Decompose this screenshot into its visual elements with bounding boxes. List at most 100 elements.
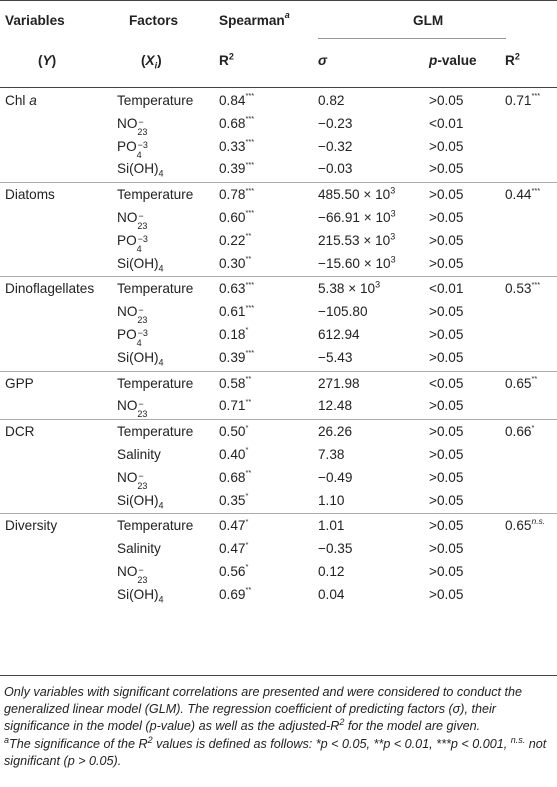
header-glm: GLM <box>413 13 444 28</box>
spearman-r2-value: 0.40* <box>219 445 249 462</box>
glm-r2-value: 0.66* <box>505 422 535 440</box>
factor-name: NO −23 <box>117 115 148 137</box>
header-factors: Factors <box>129 13 179 28</box>
factor-name: Si(OH)4 <box>117 492 164 511</box>
glm-r2-value: 0.71*** <box>505 91 541 108</box>
p-value: >0.05 <box>429 398 464 414</box>
header-y: (Y) <box>38 53 57 68</box>
p-value: >0.05 <box>429 564 464 579</box>
sigma-value: 485.50 × 103 <box>318 185 396 203</box>
variable-name: DCR <box>5 424 35 440</box>
factor-name: NO −23 <box>117 304 148 326</box>
p-value: >0.05 <box>429 161 464 177</box>
p-value: >0.05 <box>429 232 464 248</box>
sigma-value: −105.80 <box>318 304 368 320</box>
p-value: >0.05 <box>429 210 464 225</box>
spearman-r2-value: 0.68** <box>219 468 252 485</box>
factor-name: NO −23 <box>117 398 148 420</box>
spearman-r2-value: 0.68*** <box>219 114 255 131</box>
factor-name: NO −23 <box>117 469 148 491</box>
sigma-value: 0.82 <box>318 93 345 108</box>
p-value: <0.01 <box>429 115 464 131</box>
glm-r2-value: 0.53*** <box>505 279 541 297</box>
header-variables: Variables <box>5 13 65 28</box>
sigma-value: −15.60 × 103 <box>318 254 396 271</box>
p-value: >0.05 <box>429 447 464 462</box>
factor-name: Temperature <box>117 518 194 534</box>
footnote-line2: aThe significance of the R2 values is de… <box>4 734 547 768</box>
variable-name: Diatoms <box>5 187 55 203</box>
sigma-value: −0.23 <box>318 115 353 131</box>
group-divider <box>0 182 557 184</box>
sigma-value: 215.53 × 103 <box>318 231 396 248</box>
p-value: >0.05 <box>429 541 464 557</box>
p-value: >0.05 <box>429 518 464 534</box>
spearman-r2-value: 0.71** <box>219 396 252 414</box>
factor-name: NO −23 <box>117 210 148 231</box>
spearman-r2-value: 0.84*** <box>219 91 255 108</box>
sigma-value: −66.91 × 103 <box>318 208 396 225</box>
table-top-rule <box>0 0 557 1</box>
factor-name: Si(OH)4 <box>117 586 164 605</box>
sigma-value: 0.04 <box>318 586 345 602</box>
group-divider <box>0 370 557 372</box>
header-glm-r2: R2 <box>505 51 520 68</box>
sigma-value: 12.48 <box>318 398 353 414</box>
header-spearman-r2: R2 <box>219 51 234 68</box>
sigma-value: −0.32 <box>318 138 353 154</box>
p-value: >0.05 <box>429 187 464 203</box>
spearman-r2-value: 0.63*** <box>219 279 255 297</box>
factor-name: Salinity <box>117 541 161 557</box>
glm-r2-value: 0.65n.s. <box>505 515 546 534</box>
factor-name: Temperature <box>117 281 194 297</box>
header-bottom-rule <box>0 87 557 88</box>
sigma-value: 1.10 <box>318 492 345 508</box>
spearman-r2-value: 0.39*** <box>219 348 255 365</box>
p-value: >0.05 <box>429 349 464 365</box>
spearman-r2-value: 0.47* <box>219 516 249 534</box>
header-xi: (Xi) <box>141 53 162 71</box>
factor-name: Si(OH)4 <box>117 349 164 368</box>
sigma-value: 26.26 <box>318 424 353 440</box>
factor-name: NO −23 <box>117 564 148 585</box>
spearman-r2-value: 0.60*** <box>219 208 255 225</box>
spearman-r2-value: 0.58** <box>219 374 252 391</box>
sigma-value: 0.12 <box>318 564 345 579</box>
p-value: >0.05 <box>429 327 464 342</box>
table-bottom-rule <box>0 675 557 676</box>
p-value: <0.05 <box>429 375 464 391</box>
factor-name: PO −3 4 <box>117 327 148 348</box>
factor-name: Si(OH)4 <box>117 255 164 274</box>
spearman-r2-value: 0.35* <box>219 491 249 508</box>
p-value: >0.05 <box>429 255 464 271</box>
sigma-value: 5.38 × 103 <box>318 279 381 297</box>
spearman-r2-value: 0.39*** <box>219 159 255 177</box>
factor-name: Temperature <box>117 424 194 440</box>
variable-name: Diversity <box>5 518 58 534</box>
sigma-value: 271.98 <box>318 375 360 391</box>
spearman-r2-value: 0.61*** <box>219 302 255 320</box>
variable-name: GPP <box>5 375 34 391</box>
spearman-r2-value: 0.18* <box>219 325 249 342</box>
spearman-r2-value: 0.30** <box>219 254 252 271</box>
p-value: >0.05 <box>429 138 464 154</box>
factor-name: PO −3 4 <box>117 232 148 254</box>
group-divider <box>0 513 557 515</box>
spearman-r2-value: 0.69** <box>219 585 252 602</box>
sigma-value: −0.49 <box>318 469 353 485</box>
footnote: Only variables with significant correlat… <box>4 684 554 770</box>
factor-name: Si(OH)4 <box>117 161 164 180</box>
sigma-value: 1.01 <box>318 518 345 534</box>
sigma-value: −0.35 <box>318 541 353 557</box>
header-spearman: Spearmana <box>219 10 290 28</box>
footnote-line1: Only variables with significant correlat… <box>4 685 523 734</box>
p-value: >0.05 <box>429 93 464 108</box>
group-divider <box>0 419 557 421</box>
sigma-value: −0.03 <box>318 161 353 177</box>
variable-name: Dinoflagellates <box>5 281 95 297</box>
group-divider <box>0 276 557 278</box>
factor-name: Temperature <box>117 375 194 391</box>
sigma-value: −5.43 <box>318 349 353 365</box>
factor-name: Temperature <box>117 187 194 203</box>
